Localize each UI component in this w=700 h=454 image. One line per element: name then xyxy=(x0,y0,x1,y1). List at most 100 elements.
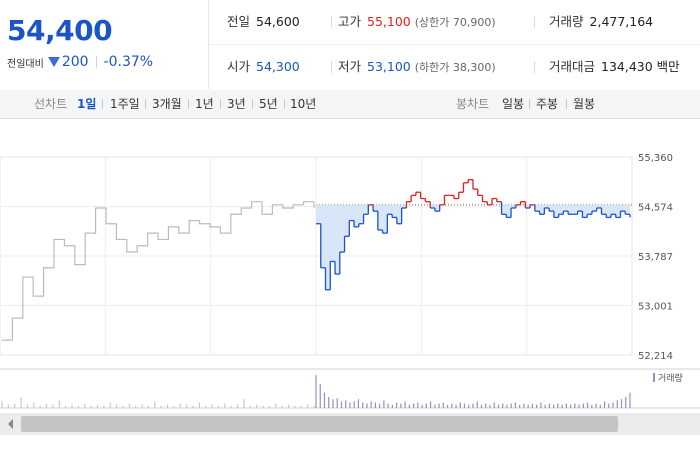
volume-bar xyxy=(616,400,618,408)
volume-bar xyxy=(90,405,92,408)
tab-10year[interactable]: 10년 xyxy=(290,97,317,111)
volume-bar xyxy=(536,404,538,408)
high-label: 고가 xyxy=(338,14,362,29)
tab-daily-candle[interactable]: 일봉 xyxy=(502,97,525,111)
tab-1day[interactable]: 1일 xyxy=(77,97,97,111)
volume-bar xyxy=(154,401,156,408)
scrollbar-thumb[interactable] xyxy=(21,416,618,432)
tab-monthly-candle[interactable]: 월봉 xyxy=(573,97,596,111)
change-row: 전일대비 200 -0.37% xyxy=(7,54,153,70)
upper-limit: (상한가 70,900) xyxy=(414,16,496,29)
volume-bar xyxy=(332,399,334,408)
volume-bar xyxy=(147,405,150,408)
volume-bar xyxy=(173,405,175,408)
tab-1week[interactable]: 1주일 xyxy=(110,97,140,111)
volume-bar xyxy=(287,404,290,408)
volume-bar xyxy=(315,375,317,408)
volume-bar xyxy=(217,405,220,408)
divider xyxy=(252,99,253,109)
below-reference-fill xyxy=(392,204,397,218)
below-reference-fill xyxy=(601,204,607,215)
volume-bar xyxy=(625,397,627,408)
volume-bar xyxy=(527,404,529,408)
volume-bar xyxy=(128,403,130,408)
volume-bar xyxy=(574,403,576,408)
open-value: 54,300 xyxy=(256,59,300,74)
volume-bar xyxy=(20,397,22,408)
below-reference-fill xyxy=(434,204,440,212)
below-reference-fill xyxy=(577,204,583,212)
scroll-left-icon[interactable] xyxy=(8,419,13,429)
volume-bar xyxy=(33,402,35,408)
volume-bar xyxy=(557,403,559,408)
below-reference-fill xyxy=(325,204,331,290)
below-reference-fill xyxy=(354,204,359,227)
divider xyxy=(534,16,535,28)
volume-bar xyxy=(544,404,546,408)
volume-bar xyxy=(262,405,264,408)
below-reference-fill xyxy=(320,204,326,268)
below-reference-fill xyxy=(501,204,507,215)
horizontal-scrollbar[interactable] xyxy=(0,413,700,435)
tab-weekly-candle[interactable]: 주봉 xyxy=(536,97,559,111)
below-reference-fill xyxy=(534,204,540,212)
y-tick-label: 53,001 xyxy=(638,302,673,313)
volume-bar xyxy=(39,405,41,408)
below-reference-fill xyxy=(587,204,592,215)
volume-bar xyxy=(569,404,572,408)
volume-bar xyxy=(122,405,124,408)
volume-bar xyxy=(336,398,338,408)
volume-bar xyxy=(249,405,251,408)
volume-bar xyxy=(141,404,143,408)
volume-bar xyxy=(103,405,105,408)
volume-bar xyxy=(523,403,525,408)
divider xyxy=(534,61,535,73)
change-label: 전일대비 xyxy=(7,58,44,70)
volume-bar xyxy=(370,401,372,408)
amount-label: 거래대금 xyxy=(549,59,596,74)
volume-bar xyxy=(84,403,86,408)
below-reference-fill xyxy=(544,204,550,208)
prev-close-label: 전일 xyxy=(227,14,251,29)
price-panel: 54,400 전일대비 200 -0.37% xyxy=(0,0,209,89)
line-chart-label: 선차트 xyxy=(34,97,68,111)
volume-bar xyxy=(205,405,207,408)
tab-5year[interactable]: 5년 xyxy=(259,97,278,111)
volume-bar xyxy=(408,404,410,408)
volume-bar xyxy=(211,404,213,408)
below-reference-fill xyxy=(606,204,611,218)
below-reference-fill xyxy=(377,204,383,231)
volume-bar xyxy=(366,403,368,408)
tab-3year[interactable]: 3년 xyxy=(227,97,246,111)
price-chart-svg: 55,360 54,574 53,787 53,001 52,214 거래량 xyxy=(0,153,700,435)
volume-bar xyxy=(603,401,606,408)
below-reference-fill xyxy=(620,204,626,212)
divider xyxy=(145,99,146,109)
tab-1year[interactable]: 1년 xyxy=(195,97,214,111)
volume-bar xyxy=(442,402,444,408)
divider xyxy=(566,99,567,109)
volume-bar xyxy=(379,403,381,408)
divider xyxy=(284,99,285,109)
volume-bar xyxy=(497,404,500,408)
below-reference-fill xyxy=(344,204,350,237)
high-value: 55,100 xyxy=(367,14,411,29)
stock-chart: 55,360 54,574 53,787 53,001 52,214 거래량 xyxy=(0,119,700,450)
change-rate: -0.37% xyxy=(103,54,154,70)
below-reference-fill xyxy=(316,204,321,224)
volume-bar xyxy=(485,403,487,408)
volume-bar xyxy=(71,404,73,408)
volume-bar xyxy=(412,403,415,408)
tab-3month[interactable]: 3개월 xyxy=(152,97,182,111)
volume-bar xyxy=(387,403,389,408)
volume-legend-marker xyxy=(653,373,655,382)
prev-close: 전일 54,600 xyxy=(227,0,300,44)
volume-bar xyxy=(463,403,466,408)
volume-bar xyxy=(451,403,453,408)
volume-bar xyxy=(307,404,309,408)
divider xyxy=(102,99,103,109)
below-reference-fill xyxy=(511,204,516,208)
volume-bar xyxy=(591,404,593,408)
volume-bar xyxy=(300,405,302,408)
volume-bar xyxy=(612,402,614,408)
